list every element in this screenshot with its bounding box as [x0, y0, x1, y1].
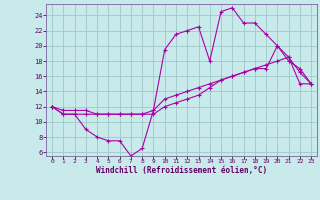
X-axis label: Windchill (Refroidissement éolien,°C): Windchill (Refroidissement éolien,°C) — [96, 166, 267, 175]
